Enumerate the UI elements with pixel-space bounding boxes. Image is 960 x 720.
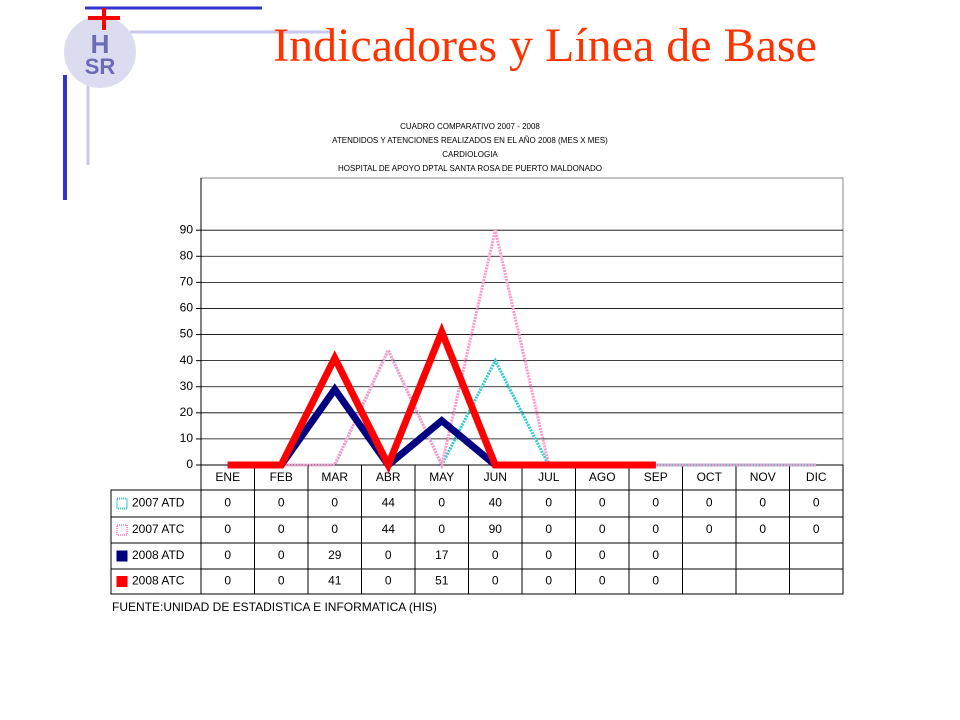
y-tick-label: 80 [180,248,194,262]
y-tick-label: 70 [180,275,194,289]
table-cell: 0 [331,522,338,536]
table-cell: 0 [278,496,285,510]
legend-swatch [116,497,128,510]
x-tick-label: JUL [538,470,560,484]
table-cell: 0 [224,574,231,588]
table-cell: 0 [224,548,231,562]
table-cell: 0 [813,496,820,510]
plot-area [200,177,844,466]
table-cell: 40 [489,496,503,510]
legend-swatch [116,550,128,562]
x-tick-label: ABR [376,470,401,484]
table-cell: 0 [706,522,713,536]
y-tick-label: 90 [180,222,194,236]
legend-label: 2008 ATC [132,574,185,588]
table-cell: 0 [652,522,659,536]
x-tick-label: NOV [750,470,776,484]
chart-title: CARDIOLOGIA [442,150,498,159]
series-line [227,229,817,470]
table-cell: 44 [382,496,396,510]
x-tick-label: MAR [321,470,348,484]
table-cell: 51 [435,574,449,588]
table-cell: 0 [438,522,445,536]
x-tick-label: OCT [697,470,723,484]
y-tick-label: 0 [186,457,193,471]
x-tick-label: AGO [589,470,616,484]
x-tick-label: ENE [215,470,240,484]
table-cell: 44 [382,522,396,536]
source-note: FUENTE:UNIDAD DE ESTADISTICA E INFORMATI… [112,600,437,614]
table-cell: 0 [545,548,552,562]
logo-cross [88,8,120,30]
x-tick-label: JUN [484,470,507,484]
y-tick-label: 50 [180,327,194,341]
chart-title: HOSPITAL DE APOYO DPTAL SANTA ROSA DE PU… [338,164,602,173]
table-cell: 0 [224,522,231,536]
legend-label: 2007 ATC [132,522,185,536]
table-cell: 0 [278,574,285,588]
table-cell: 0 [492,574,499,588]
table-cell: 0 [545,522,552,536]
legend-label: 2008 ATD [132,548,185,562]
y-tick-label: 40 [180,353,194,367]
table-cell: 90 [489,522,503,536]
legend-swatch [116,524,128,536]
table-cell: 29 [328,548,342,562]
x-tick-label: FEB [270,470,293,484]
logo-text: SR [85,54,116,79]
table-cell: 0 [545,496,552,510]
x-tick-label: SEP [644,470,668,484]
table-cell: 0 [331,496,338,510]
logo-text: H [91,29,110,59]
table-cell: 17 [435,548,449,562]
series-line [227,322,656,474]
table-cell: 0 [652,548,659,562]
table-cell: 0 [759,522,766,536]
table-cell: 0 [278,522,285,536]
legend-swatch [116,576,128,587]
table-cell: 0 [652,574,659,588]
table-cell: 0 [599,496,606,510]
table-cell: 0 [759,496,766,510]
slide-title: Indicadores y Línea de Base [273,19,817,72]
y-tick-label: 20 [180,405,194,419]
table-cell: 0 [438,496,445,510]
table-cell: 0 [813,522,820,536]
table-cell: 0 [385,574,392,588]
chart-title: CUADRO COMPARATIVO 2007 - 2008 [400,122,540,131]
table-cell: 0 [706,496,713,510]
table-cell: 0 [492,548,499,562]
logo [64,16,136,88]
table-cell: 41 [328,574,342,588]
table-cell: 0 [224,496,231,510]
x-tick-label: DIC [806,470,827,484]
table-cell: 0 [599,548,606,562]
table-cell: 0 [278,548,285,562]
chart-title: ATENDIDOS Y ATENCIONES REALIZADOS EN EL … [332,136,608,145]
legend-label: 2007 ATD [132,496,185,510]
y-tick-label: 10 [180,431,194,445]
table-cell: 0 [599,574,606,588]
table-cell: 0 [652,496,659,510]
y-tick-label: 30 [180,379,194,393]
y-tick-label: 60 [180,301,194,315]
table-cell: 0 [385,548,392,562]
table-cell: 0 [599,522,606,536]
x-tick-label: MAY [429,470,454,484]
table-cell: 0 [545,574,552,588]
